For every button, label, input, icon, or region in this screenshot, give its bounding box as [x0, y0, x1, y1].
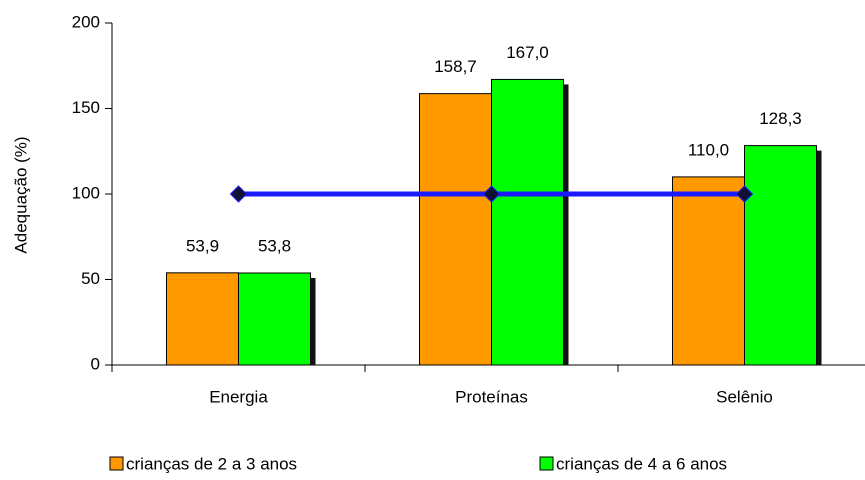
legend-swatch: [539, 456, 554, 471]
value-label: 167,0: [506, 43, 549, 62]
y-tick-label: 50: [81, 269, 100, 288]
value-label: 128,3: [759, 109, 802, 128]
x-tick-label: Proteínas: [455, 387, 528, 406]
bar: [491, 78, 564, 366]
value-label: 158,7: [434, 57, 477, 76]
y-tick-label: 150: [72, 98, 100, 117]
line-marker: [482, 185, 501, 203]
line-marker: [735, 185, 754, 203]
legend-swatch: [109, 456, 124, 471]
x-tick-label: Energia: [209, 387, 268, 406]
bar: [238, 272, 311, 366]
value-label: 53,9: [186, 236, 219, 255]
value-label: 110,0: [688, 140, 729, 159]
legend-label: crianças de 2 a 3 anos: [126, 454, 297, 473]
x-tick-label: Selênio: [716, 387, 773, 406]
bar: [166, 272, 239, 366]
legend-label: crianças de 4 a 6 anos: [556, 454, 727, 473]
y-tick-label: 100: [72, 183, 100, 202]
y-tick-label: 0: [91, 354, 100, 373]
line-marker: [229, 185, 248, 203]
y-axis-label: Adequação (%): [11, 136, 30, 253]
y-tick-label: 200: [72, 12, 100, 31]
bar: [672, 176, 745, 366]
bar: [419, 93, 492, 366]
bar: [744, 145, 817, 366]
value-label: 53,8: [258, 236, 291, 255]
